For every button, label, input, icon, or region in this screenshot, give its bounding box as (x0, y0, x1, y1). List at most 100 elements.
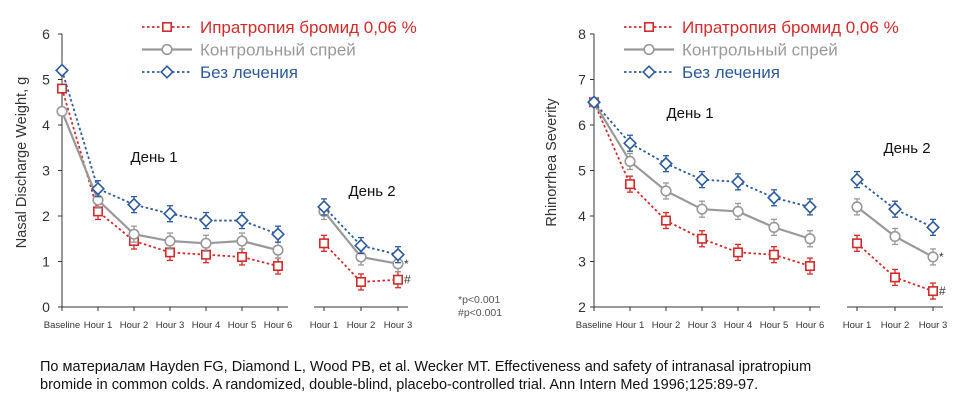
chart-2-panel-1: Baseline Hour 1 Hour 2 Hour 3 Hour 4 Hour 5 Ho… (576, 95, 825, 331)
chart-1-significance-note: *p<0.001 (458, 294, 500, 306)
chart-1-y-tick-label: 6 (42, 26, 50, 42)
chart-2-y-tick-label: 7 (578, 72, 586, 88)
chart-1-y-tick-label: 4 (42, 117, 50, 133)
chart-2-legend-marker (643, 21, 654, 32)
citation-line-2: bromide in common colds. A randomized, d… (40, 377, 759, 393)
chart-2-series-3 (587, 95, 817, 216)
chart-1-day2-label: День 2 (348, 183, 395, 200)
chart-2-x-tick-label: Hour 3 (919, 320, 948, 331)
chart-1-series-2-point (164, 235, 176, 247)
chart-2-panel-2: Hour 1 Hour 2 Hour 3 * # (843, 170, 948, 331)
chart-1-x-tick-label: Hour 5 (228, 320, 257, 331)
chart-2-series-3-point (767, 190, 781, 205)
chart-2-series-1-point (660, 215, 671, 226)
chart-1-legend-label: Без лечения (200, 63, 298, 82)
chart-1-x-tick-label: Hour 3 (156, 320, 185, 331)
chart-2-series-2-point (696, 203, 708, 215)
chart-1-series-3-point (235, 213, 249, 228)
chart-2-series-3-point (731, 174, 745, 189)
chart-1-y-tick-label: 3 (42, 163, 50, 179)
chart-2-series-2-point (768, 221, 780, 233)
chart-2-series-3-point (926, 220, 940, 235)
chart-1-series-3-point (163, 206, 177, 221)
chart-1: 0 1 2 3 4 5 6 Nasal Discharge Weight, g Baseline… (14, 18, 502, 331)
chart-2-series-2-point (624, 155, 636, 167)
chart-2-series-2-point (851, 201, 863, 213)
chart-2-legend-label: Контрольный спрей (682, 41, 838, 60)
chart-2-y-axis-label: Rhinorrhea Severity (544, 98, 560, 227)
chart-2-legend-label: Ипратропия бромид 0,06 % (682, 18, 899, 37)
chart-1-x-tick-label: Hour 6 (264, 320, 293, 331)
chart-1-series-2-line (60, 110, 279, 252)
chart-1-legend-label: Ипратропия бромид 0,06 % (200, 18, 417, 37)
chart-2-series-3-point (850, 172, 864, 187)
chart-2-significance-hash: # (939, 284, 946, 298)
chart-2-day2-label: День 2 (883, 140, 930, 157)
chart-1-x-tick-label: Hour 3 (384, 320, 413, 331)
chart-1-series-3 (55, 63, 285, 243)
chart-2-x-tick-label: Hour 1 (843, 320, 872, 331)
chart-1-series-3-point (127, 197, 141, 212)
chart-1-series-1-point (392, 274, 403, 285)
chart-2-series-1-point (889, 272, 900, 283)
chart-1-series-3-point (91, 181, 105, 196)
chart-2-series-2 (851, 198, 939, 266)
chart-1-significance-hash: # (404, 273, 411, 287)
chart-2-series-3-point (695, 172, 709, 187)
chart-1-legend-marker (161, 43, 173, 56)
chart-1-series-1-point (272, 261, 283, 272)
chart-2-legend-marker (643, 43, 655, 56)
chart-1-series-3-point (354, 238, 368, 253)
chart-1-y-tick-label: 2 (42, 208, 50, 224)
chart-1-significance-star: * (404, 257, 409, 271)
chart-2-series-3-point (623, 136, 637, 151)
chart-2-series-3-point (659, 156, 673, 171)
chart-2-series-2-point (927, 251, 939, 263)
chart-2-legend: Ипратропия бромид 0,06 % Контрольный спре… (624, 18, 899, 82)
chart-2-series-1-point (732, 247, 743, 258)
chart-1-day1-label: День 1 (130, 149, 177, 166)
chart-1-legend-marker (160, 65, 174, 79)
chart-1-y-tick-label: 5 (42, 72, 50, 88)
chart-1-legend-marker (162, 21, 173, 32)
chart-2-y-tick-label: 2 (578, 299, 586, 315)
chart-2-series-1-point (804, 261, 815, 272)
chart-2-day1-label: День 1 (666, 105, 713, 122)
chart-1-panel-2: Hour 1 Hour 2 Hour 3 * # (310, 198, 413, 331)
chart-2-x-tick-label: Hour 6 (796, 320, 825, 331)
chart-2-significance-star: * (939, 250, 944, 264)
chart-2-series-3-point (587, 95, 601, 110)
chart-1-x-tick-label: Baseline (44, 320, 80, 331)
chart-1-series-1 (318, 234, 403, 291)
chart-1-series-1-point (355, 276, 366, 287)
chart-1-series-1-point (56, 83, 67, 94)
chart-1-y-tick-label: 0 (42, 299, 50, 315)
chart-1-series-2-point (128, 228, 140, 240)
chart-1-significance-note: #p<0.001 (458, 307, 502, 319)
chart-2-series-3 (850, 170, 940, 237)
chart-1-x-tick-label: Hour 1 (84, 320, 113, 331)
chart-2-series-3-point (803, 199, 817, 214)
chart-1-series-3-point (317, 199, 331, 214)
chart-2-x-tick-label: Hour 4 (724, 320, 753, 331)
chart-2-x-tick-label: Baseline (576, 320, 612, 331)
chart-2-series-2-point (732, 205, 744, 218)
chart-2-series-1-point (768, 249, 779, 260)
chart-2-legend-label: Без лечения (682, 63, 780, 82)
chart-2-y-tick-label: 4 (578, 208, 586, 224)
chart-1-x-tick-label: Hour 2 (120, 320, 149, 331)
chart-1-x-tick-label: Hour 1 (310, 320, 339, 331)
citation-line-1: По материалам Hayden FG, Diamond L, Wood… (40, 359, 812, 375)
chart-1-series-2 (56, 105, 284, 259)
chart-2-series-2-point (804, 233, 816, 245)
chart-2-x-tick-label: Hour 3 (688, 320, 717, 331)
chart-2-y-tick-label: 3 (578, 254, 586, 270)
chart-1-series-1-point (237, 251, 248, 262)
chart-1-series-3-point (391, 247, 405, 262)
chart-1-x-tick-label: Hour 4 (192, 320, 221, 331)
chart-2-series-1 (851, 234, 938, 300)
chart-1-series-2-point (56, 105, 68, 117)
chart-1-series-2-point (272, 244, 284, 256)
figure-canvas: 0 1 2 3 4 5 6 Nasal Discharge Weight, g Baseline… (14, 18, 948, 331)
chart-2-y-tick-label: 6 (578, 117, 586, 133)
